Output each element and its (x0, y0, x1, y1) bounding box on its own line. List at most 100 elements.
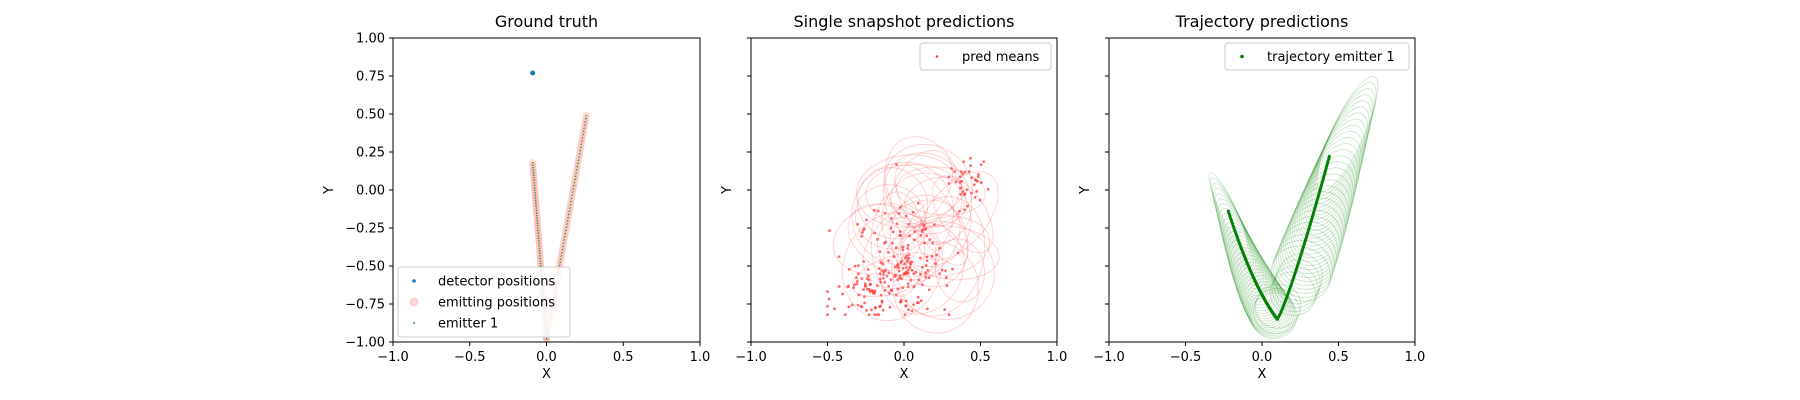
pred-mean-point (855, 282, 859, 286)
pred-mean-point (894, 246, 898, 250)
emitter-1-point (535, 209, 538, 212)
trajectory-point (1228, 214, 1232, 218)
trajectory-ellipse (1269, 271, 1317, 317)
subplot-2: −1.0 −0.5 0.0 0.5 1.0 Single snapshot predict… (720, 12, 1067, 382)
x-tick-label: 0.5 (1328, 350, 1349, 365)
x-tick-label: 0.0 (1252, 350, 1273, 365)
y-tick-label: −1.00 (345, 336, 385, 351)
pred-mean-point (862, 288, 866, 291)
prediction-ellipse (899, 216, 991, 277)
trajectory-point (1327, 154, 1331, 159)
trajectory-ellipse (1303, 130, 1364, 227)
pred-mean-point (898, 234, 902, 237)
pred-mean-point (826, 313, 829, 317)
emitter-1-point (535, 204, 537, 207)
pred-mean-point (901, 266, 905, 270)
legend-label: pred means (962, 50, 1040, 65)
emitter-1-point (539, 255, 541, 257)
pred-mean-point (908, 234, 911, 238)
pred-mean-point (855, 280, 859, 283)
pred-mean-point (873, 231, 877, 235)
pred-mean-point (906, 282, 910, 286)
pred-mean-point (898, 230, 902, 233)
pred-mean-point (863, 295, 866, 299)
pred-mean-point (904, 304, 908, 308)
pred-mean-point (898, 205, 902, 209)
prediction-ellipse (879, 222, 965, 315)
emitter-1-point (565, 226, 568, 229)
pred-mean-point (906, 285, 910, 289)
pred-mean-point (865, 277, 869, 281)
pred-mean-point (898, 274, 902, 278)
x-tick-label: −0.5 (812, 350, 844, 365)
trajectory-point (1226, 209, 1230, 213)
pred-mean-point (901, 286, 905, 290)
legend-marker-detector (412, 279, 416, 283)
pred-mean-point (912, 272, 916, 276)
trajectory-ellipse (1274, 233, 1335, 294)
x-tick-label: −1.0 (377, 350, 409, 365)
pred-mean-point (950, 167, 953, 170)
pred-mean-point (959, 186, 963, 190)
prediction-ellipse (896, 196, 986, 317)
pred-mean-point (953, 170, 956, 173)
legend-box (397, 266, 571, 338)
x-axis-label: X (900, 367, 909, 382)
pred-mean-point (912, 303, 916, 307)
emitter-1-point (538, 252, 541, 255)
pred-mean-point (883, 268, 887, 272)
pred-mean-point (872, 208, 876, 212)
trajectory-ellipse (1284, 197, 1346, 271)
emitter-1-point (533, 176, 535, 179)
pred-mean-point (901, 248, 905, 252)
pred-mean-point (969, 164, 972, 168)
trajectory-ellipse (1231, 250, 1277, 312)
emitter-1-point (533, 181, 536, 184)
trajectory-ellipse (1286, 191, 1348, 267)
pred-mean-point (860, 234, 864, 238)
trajectory-ellipse (1252, 287, 1300, 334)
trajectory-ellipse (1233, 254, 1278, 314)
emitter-1-point (536, 217, 538, 219)
emitter-1-point (534, 194, 537, 197)
emitter-1-point (531, 161, 534, 164)
y-tick-label: 0.50 (356, 108, 385, 123)
legend-box (1224, 42, 1410, 71)
trajectory-ellipse (1304, 124, 1366, 224)
pred-mean-point (913, 230, 916, 233)
emitter-1-point (537, 229, 539, 232)
pred-mean-point (978, 198, 982, 202)
legend: detector positions emitting positions emit… (397, 266, 571, 338)
prediction-ellipse (842, 212, 944, 322)
pred-mean-point (852, 283, 856, 287)
pred-mean-point (881, 276, 885, 280)
emitter-1-point (585, 117, 587, 120)
pred-mean-point (909, 262, 912, 266)
pred-mean-point (895, 163, 898, 166)
pred-mean-point (961, 190, 965, 194)
emitter-1-point (536, 219, 539, 222)
pred-mean-point (860, 231, 864, 234)
emitter-1-point (575, 172, 577, 174)
pred-mean-point (974, 178, 978, 182)
prediction-ellipse (862, 199, 961, 290)
pred-mean-point (919, 234, 923, 237)
pred-mean-point (908, 265, 912, 269)
detector-position-point (530, 70, 536, 76)
pred-mean-point (865, 218, 868, 222)
legend-label: detector positions (438, 275, 556, 290)
pred-mean-point (963, 208, 967, 212)
pred-mean-point (889, 278, 893, 282)
emitter-1-point (536, 214, 538, 217)
trajectory-ellipse (1215, 198, 1256, 272)
pred-mean-point (931, 241, 935, 245)
pred-mean-point (910, 260, 914, 264)
trajectory-ellipse (1270, 245, 1332, 302)
pred-mean-point (860, 277, 864, 281)
pred-mean-point (833, 307, 837, 311)
emitter-1-point (532, 166, 534, 169)
pred-mean-point (857, 293, 861, 297)
emitter-1-point (581, 140, 583, 142)
pred-mean-point (977, 172, 980, 176)
legend: trajectory emitter 1 (1224, 42, 1410, 71)
